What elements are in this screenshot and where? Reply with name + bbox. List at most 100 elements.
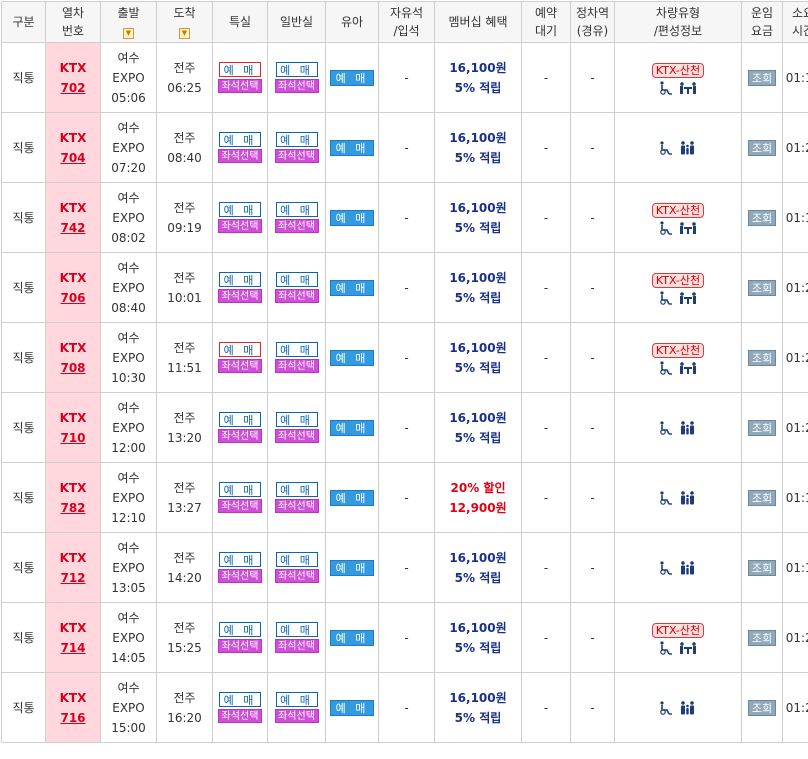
departure-station-suffix: EXPO bbox=[101, 348, 156, 368]
vehicle-icons bbox=[615, 361, 741, 376]
first-class-reserve-button[interactable]: 예 매 bbox=[219, 552, 261, 567]
baby-reserve-button[interactable]: 예 매 bbox=[330, 140, 374, 156]
free-seat-cell: - bbox=[379, 323, 435, 393]
free-seat-cell: - bbox=[379, 183, 435, 253]
ktx-sancheon-badge: KTX-산천 bbox=[652, 623, 704, 638]
train-number-cell: KTX 716 bbox=[46, 673, 101, 743]
first-class-seat-select-button[interactable]: 좌석선택 bbox=[218, 639, 262, 653]
first-class-seat-select-button[interactable]: 좌석선택 bbox=[218, 149, 262, 163]
first-class-seat-select-button[interactable]: 좌석선택 bbox=[218, 569, 262, 583]
first-class-seat-select-button[interactable]: 좌석선택 bbox=[218, 709, 262, 723]
first-class-reserve-button[interactable]: 예 매 bbox=[219, 482, 261, 497]
standard-reserve-button[interactable]: 예 매 bbox=[276, 272, 318, 287]
departure-time: 08:40 bbox=[101, 298, 156, 318]
standard-seat-select-button[interactable]: 좌석선택 bbox=[275, 709, 319, 723]
standard-cell: 예 매 좌석선택 bbox=[268, 463, 326, 533]
first-class-cell: 예 매 좌석선택 bbox=[213, 43, 268, 113]
fare-query-button[interactable]: 조회 bbox=[748, 70, 776, 86]
arrival-cell: 전주 14:20 bbox=[157, 533, 213, 603]
baby-reserve-button[interactable]: 예 매 bbox=[330, 70, 374, 86]
train-number-link[interactable]: 710 bbox=[46, 428, 100, 448]
train-number-link[interactable]: 716 bbox=[46, 708, 100, 728]
baby-reserve-button[interactable]: 예 매 bbox=[330, 420, 374, 436]
train-number-link[interactable]: 704 bbox=[46, 148, 100, 168]
train-number-link[interactable]: 706 bbox=[46, 288, 100, 308]
first-class-cell: 예 매 좌석선택 bbox=[213, 673, 268, 743]
first-class-reserve-button[interactable]: 예 매 bbox=[219, 272, 261, 287]
first-class-reserve-button[interactable]: 예 매 bbox=[219, 132, 261, 147]
baby-cell: 예 매 bbox=[326, 43, 379, 113]
col-header-membership: 멤버십 혜택 bbox=[435, 2, 522, 43]
standard-seat-select-button[interactable]: 좌석선택 bbox=[275, 429, 319, 443]
baby-reserve-button[interactable]: 예 매 bbox=[330, 700, 374, 716]
train-number-link[interactable]: 714 bbox=[46, 638, 100, 658]
train-number-cell: KTX 714 bbox=[46, 603, 101, 673]
standard-seat-select-button[interactable]: 좌석선택 bbox=[275, 639, 319, 653]
col-header-arrival[interactable]: 도착▼ bbox=[157, 2, 213, 43]
standard-seat-select-button[interactable]: 좌석선택 bbox=[275, 79, 319, 93]
first-class-reserve-button[interactable]: 예 매 bbox=[219, 342, 261, 357]
first-class-cell: 예 매 좌석선택 bbox=[213, 533, 268, 603]
standard-seat-select-button[interactable]: 좌석선택 bbox=[275, 149, 319, 163]
fare-query-button[interactable]: 조회 bbox=[748, 210, 776, 226]
train-number-link[interactable]: 742 bbox=[46, 218, 100, 238]
first-class-seat-select-button[interactable]: 좌석선택 bbox=[218, 289, 262, 303]
first-class-seat-select-button[interactable]: 좌석선택 bbox=[218, 219, 262, 233]
fare-query-button[interactable]: 조회 bbox=[748, 490, 776, 506]
standard-reserve-button[interactable]: 예 매 bbox=[276, 202, 318, 217]
baby-reserve-button[interactable]: 예 매 bbox=[330, 280, 374, 296]
first-class-reserve-button[interactable]: 예 매 bbox=[219, 62, 261, 77]
standard-seat-select-button[interactable]: 좌석선택 bbox=[275, 289, 319, 303]
standard-reserve-button[interactable]: 예 매 bbox=[276, 622, 318, 637]
train-number-link[interactable]: 702 bbox=[46, 78, 100, 98]
baby-reserve-button[interactable]: 예 매 bbox=[330, 490, 374, 506]
first-class-reserve-button[interactable]: 예 매 bbox=[219, 622, 261, 637]
first-class-reserve-button[interactable]: 예 매 bbox=[219, 202, 261, 217]
standard-reserve-button[interactable]: 예 매 bbox=[276, 482, 318, 497]
standard-seat-select-button[interactable]: 좌석선택 bbox=[275, 219, 319, 233]
first-class-reserve-button[interactable]: 예 매 bbox=[219, 692, 261, 707]
first-class-seat-select-button[interactable]: 좌석선택 bbox=[218, 359, 262, 373]
arrival-station: 전주 bbox=[157, 408, 212, 428]
standard-seat-select-button[interactable]: 좌석선택 bbox=[275, 359, 319, 373]
baby-reserve-button[interactable]: 예 매 bbox=[330, 630, 374, 646]
departure-time: 10:30 bbox=[101, 368, 156, 388]
train-number-link[interactable]: 712 bbox=[46, 568, 100, 588]
first-class-seat-select-button[interactable]: 좌석선택 bbox=[218, 429, 262, 443]
waitlist-value: - bbox=[544, 421, 548, 435]
train-number-link[interactable]: 708 bbox=[46, 358, 100, 378]
sort-down-icon[interactable]: ▼ bbox=[179, 28, 190, 39]
col-header-departure[interactable]: 출발▼ bbox=[101, 2, 157, 43]
standard-reserve-button[interactable]: 예 매 bbox=[276, 692, 318, 707]
standard-reserve-button[interactable]: 예 매 bbox=[276, 62, 318, 77]
fare-query-button[interactable]: 조회 bbox=[748, 140, 776, 156]
fare-query-button[interactable]: 조회 bbox=[748, 280, 776, 296]
baby-reserve-button[interactable]: 예 매 bbox=[330, 560, 374, 576]
train-number-link[interactable]: 782 bbox=[46, 498, 100, 518]
standard-reserve-button[interactable]: 예 매 bbox=[276, 132, 318, 147]
standard-cell: 예 매 좌석선택 bbox=[268, 533, 326, 603]
waitlist-cell: - bbox=[522, 673, 571, 743]
standard-seat-select-button[interactable]: 좌석선택 bbox=[275, 569, 319, 583]
fare-query-button[interactable]: 조회 bbox=[748, 420, 776, 436]
fare-query-button[interactable]: 조회 bbox=[748, 560, 776, 576]
sort-down-icon[interactable]: ▼ bbox=[123, 28, 134, 39]
first-class-seat-select-button[interactable]: 좌석선택 bbox=[218, 499, 262, 513]
standard-reserve-button[interactable]: 예 매 bbox=[276, 552, 318, 567]
standard-reserve-button[interactable]: 예 매 bbox=[276, 342, 318, 357]
membership-benefit-line1: 16,100원 bbox=[435, 128, 521, 148]
stops-cell: - bbox=[571, 253, 615, 323]
standard-seat-select-button[interactable]: 좌석선택 bbox=[275, 499, 319, 513]
arrival-time: 06:25 bbox=[157, 78, 212, 98]
standard-reserve-button[interactable]: 예 매 bbox=[276, 412, 318, 427]
baby-reserve-button[interactable]: 예 매 bbox=[330, 350, 374, 366]
first-class-reserve-button[interactable]: 예 매 bbox=[219, 412, 261, 427]
vehicle-icons bbox=[615, 291, 741, 306]
fare-query-button[interactable]: 조회 bbox=[748, 630, 776, 646]
baby-reserve-button[interactable]: 예 매 bbox=[330, 210, 374, 226]
fare-query-button[interactable]: 조회 bbox=[748, 350, 776, 366]
fare-query-button[interactable]: 조회 bbox=[748, 700, 776, 716]
fare-cell: 조회 bbox=[742, 603, 783, 673]
first-class-seat-select-button[interactable]: 좌석선택 bbox=[218, 79, 262, 93]
stops-value: - bbox=[590, 211, 594, 225]
